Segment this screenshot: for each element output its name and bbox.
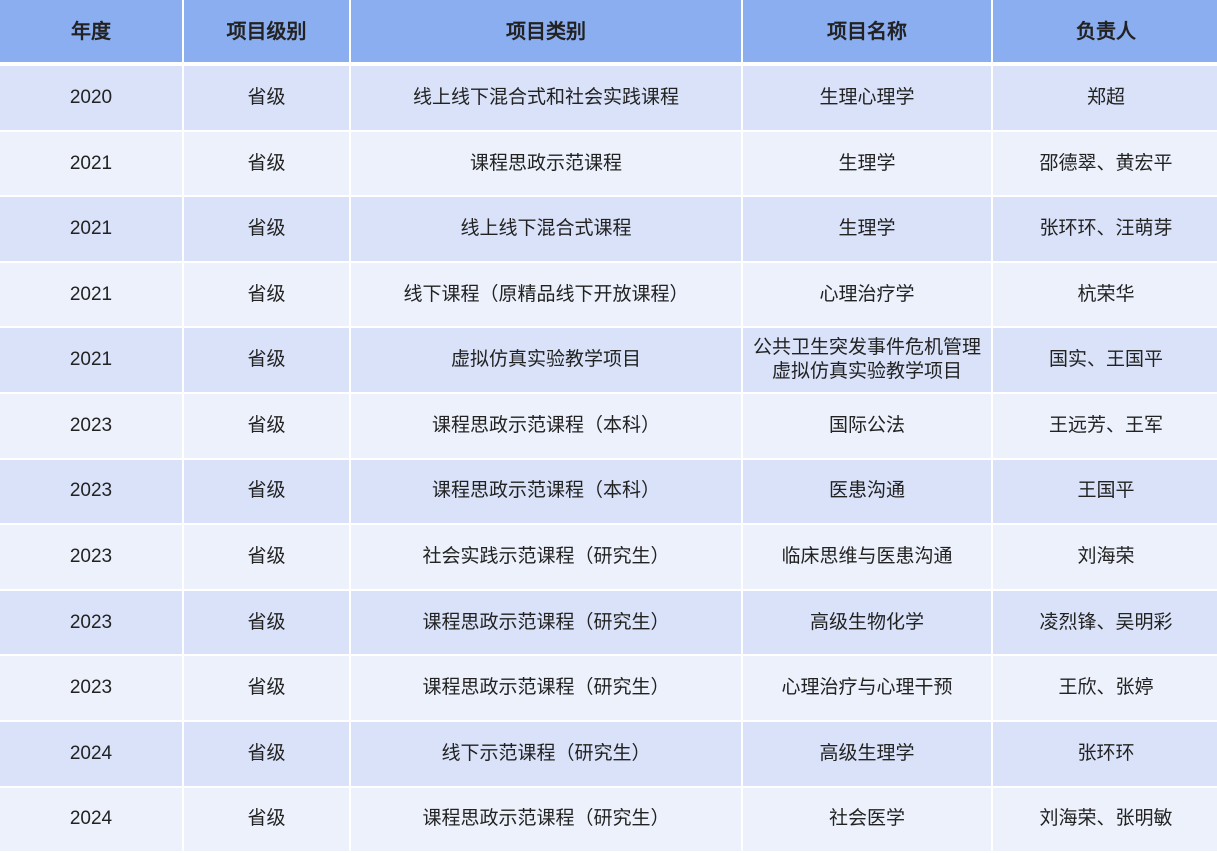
cell-project-name: 社会医学: [743, 787, 991, 852]
cell-category: 线下课程（原精品线下开放课程）: [351, 262, 741, 327]
cell-leader: 张环环: [993, 721, 1217, 786]
cell-level: 省级: [184, 459, 349, 524]
cell-level: 省级: [184, 262, 349, 327]
cell-category: 虚拟仿真实验教学项目: [351, 328, 741, 392]
cell-year: 2021: [0, 328, 182, 392]
header-category: 项目类别: [351, 0, 741, 62]
header-year: 年度: [0, 0, 182, 62]
cell-project-name: 高级生物化学: [743, 590, 991, 655]
cell-category: 课程思政示范课程（研究生）: [351, 787, 741, 852]
cell-category: 课程思政示范课程（本科）: [351, 393, 741, 458]
cell-level: 省级: [184, 328, 349, 392]
cell-project-name: 国际公法: [743, 393, 991, 458]
cell-year: 2023: [0, 393, 182, 458]
cell-leader: 刘海荣: [993, 525, 1217, 589]
cell-year: 2021: [0, 197, 182, 261]
cell-project-name: 生理学: [743, 131, 991, 196]
cell-leader: 张环环、汪萌芽: [993, 197, 1217, 261]
cell-level: 省级: [184, 525, 349, 589]
cell-year: 2023: [0, 656, 182, 720]
header-project-name: 项目名称: [743, 0, 991, 62]
cell-leader: 王国平: [993, 459, 1217, 524]
cell-year: 2024: [0, 721, 182, 786]
cell-year: 2023: [0, 590, 182, 655]
cell-level: 省级: [184, 656, 349, 720]
cell-category: 课程思政示范课程（研究生）: [351, 656, 741, 720]
cell-category: 课程思政示范课程: [351, 131, 741, 196]
cell-leader: 刘海荣、张明敏: [993, 787, 1217, 852]
cell-category: 社会实践示范课程（研究生）: [351, 525, 741, 589]
cell-project-name: 公共卫生突发事件危机管理虚拟仿真实验教学项目: [743, 328, 991, 392]
cell-year: 2023: [0, 525, 182, 589]
cell-leader: 郑超: [993, 66, 1217, 130]
cell-year: 2023: [0, 459, 182, 524]
cell-leader: 王远芳、王军: [993, 393, 1217, 458]
cell-project-name: 生理心理学: [743, 66, 991, 130]
cell-year: 2020: [0, 66, 182, 130]
header-level: 项目级别: [184, 0, 349, 62]
cell-category: 课程思政示范课程（本科）: [351, 459, 741, 524]
cell-project-name: 临床思维与医患沟通: [743, 525, 991, 589]
cell-year: 2021: [0, 131, 182, 196]
cell-level: 省级: [184, 197, 349, 261]
cell-project-name: 生理学: [743, 197, 991, 261]
cell-year: 2024: [0, 787, 182, 852]
cell-project-name: 心理治疗学: [743, 262, 991, 327]
cell-year: 2021: [0, 262, 182, 327]
cell-category: 线上线下混合式和社会实践课程: [351, 66, 741, 130]
cell-leader: 国实、王国平: [993, 328, 1217, 392]
cell-level: 省级: [184, 131, 349, 196]
cell-category: 线下示范课程（研究生）: [351, 721, 741, 786]
cell-project-name: 心理治疗与心理干预: [743, 656, 991, 720]
cell-project-name: 高级生理学: [743, 721, 991, 786]
header-leader: 负责人: [993, 0, 1217, 62]
cell-leader: 邵德翠、黄宏平: [993, 131, 1217, 196]
cell-category: 线上线下混合式课程: [351, 197, 741, 261]
cell-level: 省级: [184, 721, 349, 786]
cell-level: 省级: [184, 590, 349, 655]
cell-leader: 王欣、张婷: [993, 656, 1217, 720]
cell-level: 省级: [184, 66, 349, 130]
cell-leader: 杭荣华: [993, 262, 1217, 327]
cell-category: 课程思政示范课程（研究生）: [351, 590, 741, 655]
cell-level: 省级: [184, 393, 349, 458]
cell-leader: 凌烈锋、吴明彩: [993, 590, 1217, 655]
cell-project-name: 医患沟通: [743, 459, 991, 524]
cell-level: 省级: [184, 787, 349, 852]
